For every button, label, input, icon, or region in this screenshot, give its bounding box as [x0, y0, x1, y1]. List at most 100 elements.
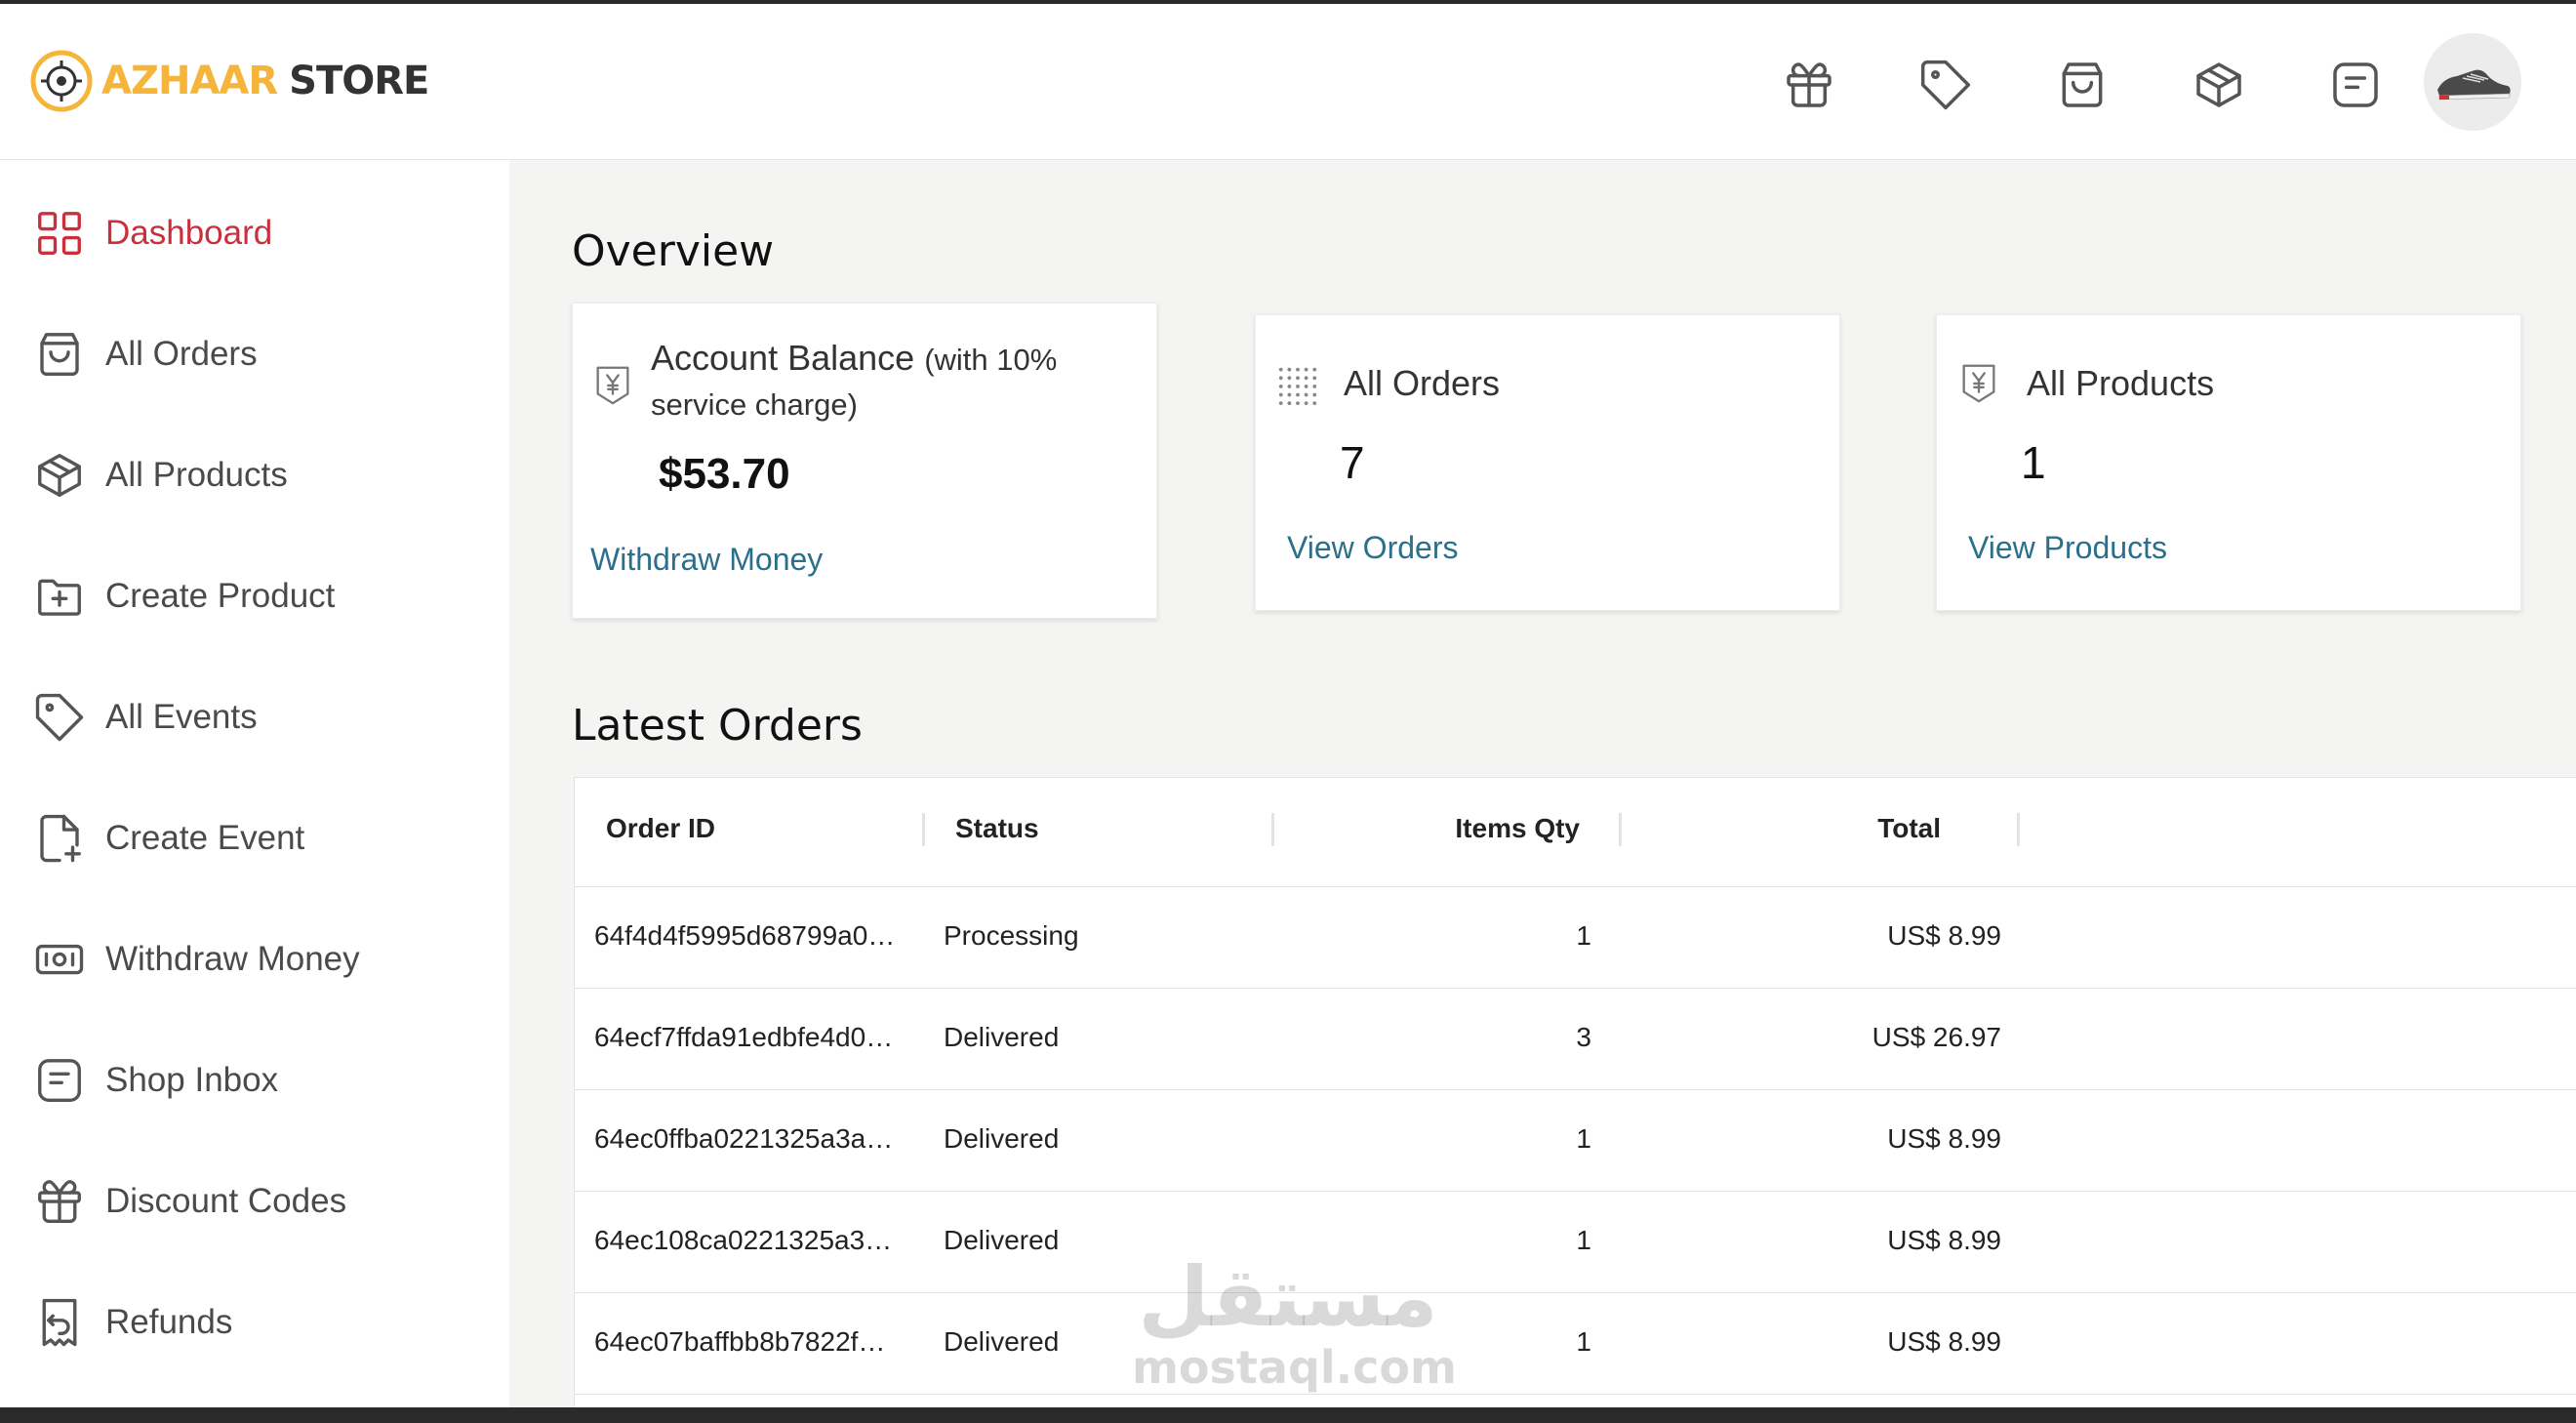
watermark-arabic: مستقل: [1138, 1249, 1438, 1345]
all-orders-title: All Orders: [1344, 363, 1501, 403]
store-logo[interactable]: AZHAAR STORE: [29, 47, 429, 115]
shopping-bag-icon: [33, 326, 86, 383]
watermark-latin: mostaql.com: [1132, 1341, 1457, 1394]
withdraw-money-link[interactable]: Withdraw Money: [590, 542, 824, 577]
yen-shield-icon: [1956, 358, 2001, 407]
sidebar-item-create-event[interactable]: Create Event: [33, 804, 304, 873]
sidebar-item-label: Shop Inbox: [105, 1061, 279, 1099]
account-balance-label: Account Balance: [651, 338, 915, 378]
column-separator[interactable]: [1271, 813, 1274, 846]
all-products-count: 1: [2021, 437, 2046, 488]
order-id-cell: 64ec108ca0221325a3…: [594, 1225, 893, 1255]
status-cell: Delivered: [944, 1225, 1060, 1255]
sidebar-item-all-products[interactable]: All Products: [33, 441, 288, 509]
dotted-grid-icon: [1275, 360, 1320, 409]
table-row[interactable]: 64ecf7ffda91edbfe4d0… Delivered 3 US$ 26…: [575, 989, 2576, 1090]
app-window: AZHAAR STORE: [0, 4, 2576, 1407]
sidebar-item-shop-inbox[interactable]: Shop Inbox: [33, 1046, 278, 1115]
message-icon[interactable]: [2328, 58, 2383, 112]
column-separator[interactable]: [922, 813, 925, 846]
order-id-cell: 64ecf7ffda91edbfe4d0…: [594, 1022, 894, 1052]
view-orders-link[interactable]: View Orders: [1287, 530, 1459, 565]
account-balance-title: Account Balance (with 10% service charge…: [651, 337, 1139, 427]
status-cell: Processing: [944, 920, 1079, 951]
logo-target-icon: [30, 50, 93, 112]
grid-icon: [33, 205, 86, 262]
total-cell: US$ 26.97: [1872, 1022, 2001, 1052]
sidebar-item-all-orders[interactable]: All Orders: [33, 320, 258, 388]
items-qty-cell: 3: [1576, 1022, 1591, 1052]
all-orders-card: All Orders 7 View Orders: [1255, 314, 1840, 611]
sidebar-item-label: Create Product: [105, 577, 336, 615]
status-cell: Delivered: [944, 1123, 1060, 1154]
watermark: مستقل mostaql.com: [1132, 1249, 1457, 1394]
column-header-total[interactable]: Total: [1877, 813, 1941, 843]
total-cell: US$ 8.99: [1887, 1123, 2001, 1154]
table-row[interactable]: 64ec0ffba0221325a3a… Delivered 1 US$ 8.9…: [575, 1090, 2576, 1192]
latest-orders-table: Order ID Status Items Qty Total 64f4d4f5…: [574, 777, 2576, 1407]
items-qty-cell: 1: [1576, 920, 1591, 951]
column-header-items-qty[interactable]: Items Qty: [1455, 813, 1580, 843]
account-balance-value: $53.70: [659, 450, 790, 498]
all-orders-count: 7: [1340, 437, 1365, 488]
sneaker-avatar-icon: [2437, 69, 2511, 101]
sidebar-item-label: All Products: [105, 456, 288, 494]
service-charge-note: (with 10% service charge): [651, 343, 1058, 422]
tag-icon[interactable]: [1918, 58, 1973, 112]
status-cell: Delivered: [944, 1326, 1060, 1357]
items-qty-cell: 1: [1576, 1123, 1591, 1154]
folder-plus-icon: [33, 568, 86, 625]
items-qty-cell: 1: [1576, 1326, 1591, 1357]
shopping-bag-icon[interactable]: [2055, 58, 2110, 112]
banknote-icon: [33, 931, 86, 988]
sidebar-item-label: Discount Codes: [105, 1182, 347, 1220]
status-cell: Delivered: [944, 1022, 1060, 1052]
gift-icon: [33, 1173, 86, 1230]
all-products-card: All Products 1 View Products: [1936, 314, 2521, 611]
receipt-refund-icon: [33, 1294, 86, 1351]
overview-title: Overview: [572, 226, 775, 276]
all-products-title: All Products: [2027, 363, 2215, 403]
order-id-cell: 64ec0ffba0221325a3a…: [594, 1123, 894, 1154]
items-qty-cell: 1: [1576, 1225, 1591, 1255]
sidebar-item-label: Dashboard: [105, 214, 273, 252]
tag-icon: [33, 689, 86, 746]
view-products-link[interactable]: View Products: [1968, 530, 2167, 565]
logo-text-secondary: STORE: [289, 59, 429, 103]
sidebar-item-all-events[interactable]: All Events: [33, 683, 258, 752]
table-row[interactable]: 64f4d4f5995d68799a0… Processing 1 US$ 8.…: [575, 887, 2576, 989]
logo-text-primary: AZHAAR: [101, 59, 278, 103]
table-row[interactable]: 64ec07baffbb8b7822f… Delivered 1 US$ 8.9…: [575, 1293, 2576, 1395]
sidebar: Dashboard All Orders All Products: [0, 160, 509, 1407]
sidebar-item-label: Refunds: [105, 1303, 233, 1341]
total-cell: US$ 8.99: [1887, 920, 2001, 951]
sidebar-item-create-product[interactable]: Create Product: [33, 562, 335, 630]
column-separator[interactable]: [2017, 813, 2020, 846]
account-balance-card: Account Balance (with 10% service charge…: [572, 303, 1157, 619]
column-separator[interactable]: [1619, 813, 1622, 846]
sidebar-item-label: Create Event: [105, 819, 305, 857]
sidebar-item-refunds[interactable]: Refunds: [33, 1288, 232, 1357]
yen-shield-icon: [590, 360, 635, 409]
latest-orders-title: Latest Orders: [572, 701, 863, 751]
sidebar-item-label: Withdraw Money: [105, 940, 360, 978]
package-icon: [33, 447, 86, 504]
table-row[interactable]: 64ec108ca0221325a3… Delivered 1 US$ 8.99: [575, 1192, 2576, 1293]
avatar[interactable]: [2424, 33, 2521, 131]
column-header-status[interactable]: Status: [955, 813, 1039, 843]
sidebar-item-label: All Events: [105, 698, 258, 736]
package-icon[interactable]: [2192, 58, 2246, 112]
top-header: AZHAAR STORE: [0, 4, 2576, 160]
column-header-order-id[interactable]: Order ID: [606, 813, 716, 843]
sidebar-item-dashboard[interactable]: Dashboard: [33, 199, 272, 267]
gift-icon[interactable]: [1782, 58, 1836, 112]
sidebar-item-withdraw-money[interactable]: Withdraw Money: [33, 925, 360, 994]
order-id-cell: 64ec07baffbb8b7822f…: [594, 1326, 886, 1357]
sidebar-item-label: All Orders: [105, 335, 258, 373]
order-id-cell: 64f4d4f5995d68799a0…: [594, 920, 896, 951]
message-icon: [33, 1052, 86, 1109]
file-plus-icon: [33, 810, 86, 867]
total-cell: US$ 8.99: [1887, 1225, 2001, 1255]
sidebar-item-discount-codes[interactable]: Discount Codes: [33, 1167, 346, 1236]
table-header: Order ID Status Items Qty Total: [575, 778, 2576, 887]
